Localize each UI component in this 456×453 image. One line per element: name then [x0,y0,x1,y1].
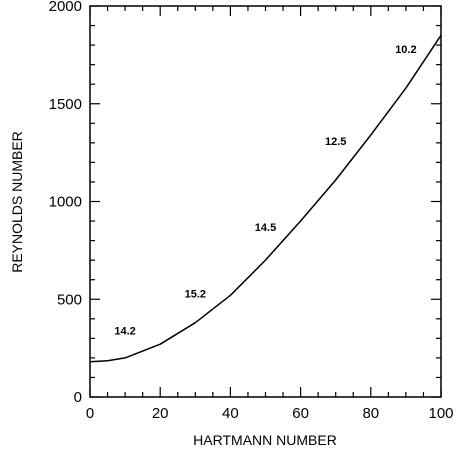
x-tick-label: 20 [152,405,169,422]
series-layer [89,34,442,363]
annotation-label: 10.2 [395,44,416,56]
plot-frame [89,5,442,398]
annotations: 14.2 15.2 14.5 12.5 10.2 [114,44,416,338]
y-tick-label: 500 [57,291,82,308]
x-tick-label: 80 [362,405,379,422]
x-tick-label: 40 [222,405,239,422]
y-tick-label: 1500 [49,96,82,113]
x-tick-label: 0 [86,405,94,422]
x-axis-title: HARTMANN NUMBER [193,432,337,448]
annotation-label: 14.2 [114,325,135,337]
annotation-label: 15.2 [185,288,206,300]
y-tick-label: 2000 [49,0,82,15]
x-tick-label: 60 [292,405,309,422]
y-axis-title: REYNOLDS NUMBER [9,131,25,273]
x-tick-label: 100 [428,405,453,422]
y-tick-label: 1000 [49,194,82,211]
annotation-label: 14.5 [255,222,276,234]
y-tick-label: 0 [74,389,82,406]
series-line-0 [89,34,442,363]
annotation-label: 12.5 [325,136,346,148]
